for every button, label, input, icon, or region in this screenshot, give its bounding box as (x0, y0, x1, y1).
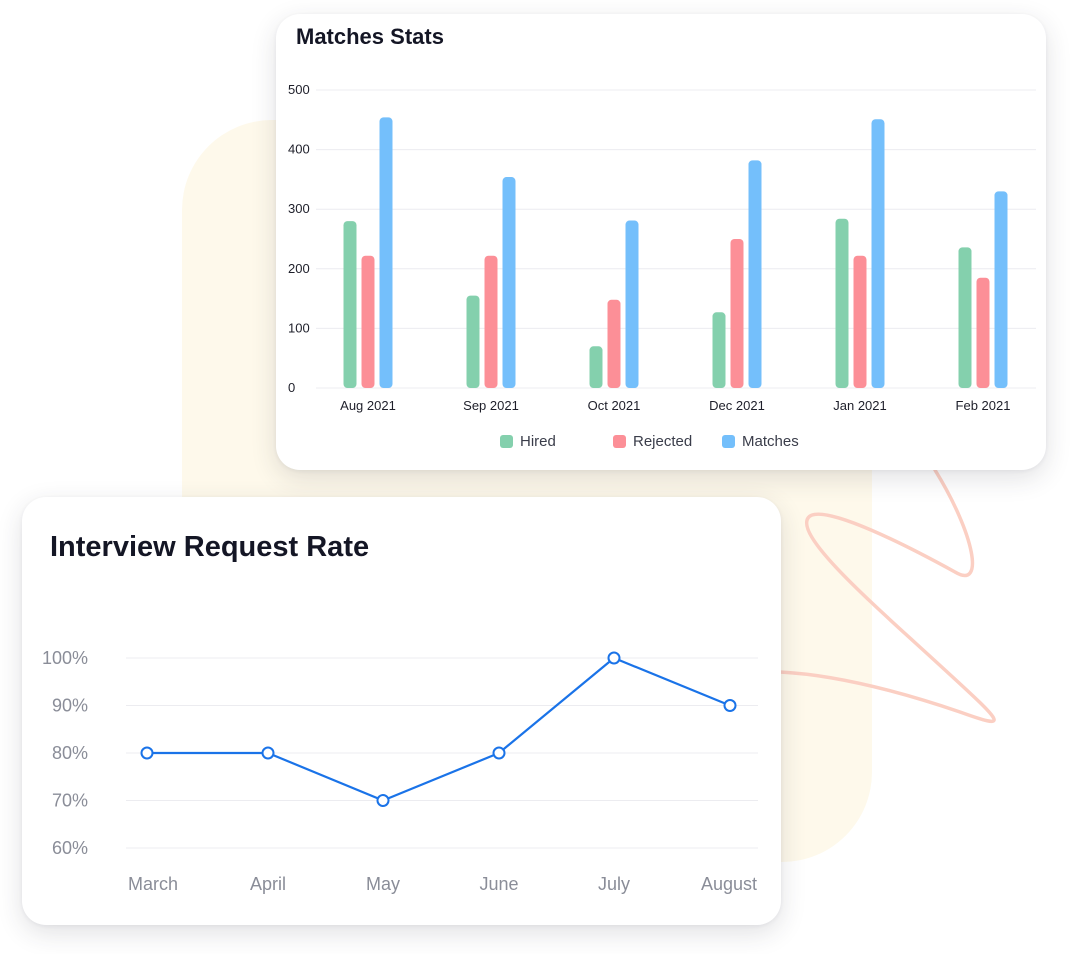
bar-rejected (484, 255, 498, 388)
bar-hired (835, 218, 849, 388)
x-tick-label: April (250, 874, 286, 894)
data-point (261, 746, 275, 760)
interview-line-chart: 60% 70% 80% 90% 100% March April May June July Au… (42, 648, 758, 894)
bar-hired (466, 295, 480, 388)
x-tick-label: Jan 2021 (833, 398, 887, 413)
data-point (607, 651, 621, 665)
chart-title: Interview Request Rate (50, 531, 370, 563)
y-tick-label: 300 (288, 201, 310, 216)
bar-hired (958, 247, 972, 388)
bar-matches (379, 117, 393, 388)
x-tick-label: Dec 2021 (709, 398, 765, 413)
y-tick-label: 100 (288, 320, 310, 335)
bar-matches (748, 160, 762, 388)
bar-hired (712, 312, 726, 388)
bar-rejected (976, 277, 990, 388)
y-tick-label: 80% (52, 743, 88, 763)
bar-matches (625, 220, 639, 388)
y-tick-label: 0 (288, 380, 295, 395)
decorative-squiggle (778, 468, 996, 724)
data-point (723, 699, 737, 712)
y-tick-label: 100% (42, 648, 88, 668)
bar-rejected (607, 299, 621, 388)
bar-rejected (853, 255, 867, 388)
matches-stats-card: Matches Stats 0 100 200 300 400 500 Aug 2021 S… (276, 14, 1046, 470)
x-tick-label: June (479, 874, 518, 894)
bar-matches (994, 191, 1008, 388)
x-tick-label: Aug 2021 (340, 398, 396, 413)
data-point (492, 746, 506, 760)
x-tick-label: May (366, 874, 400, 894)
interview-request-rate-card: Interview Request Rate 60% 70% 80% 90% 100% … (22, 497, 781, 925)
legend-label-hired: Hired (520, 433, 556, 450)
legend-label-rejected: Rejected (633, 433, 693, 450)
legend-item-hired[interactable]: Hired (500, 433, 556, 450)
bar-rejected (361, 255, 375, 388)
bar-matches (871, 119, 885, 388)
y-tick-label: 200 (288, 261, 310, 276)
x-tick-label: Oct 2021 (588, 398, 641, 413)
series-line (147, 656, 731, 802)
x-tick-label: August (701, 874, 757, 894)
matches-bar-chart: 0 100 200 300 400 500 Aug 2021 Sep 2021 Oct 202… (288, 82, 1036, 413)
bar-rejected (730, 239, 744, 388)
bar-hired (589, 346, 603, 388)
x-tick-label: Sep 2021 (463, 398, 519, 413)
legend-swatch-matches (722, 435, 735, 448)
y-tick-label: 90% (52, 696, 88, 716)
legend-item-matches[interactable]: Matches (722, 433, 799, 450)
legend-swatch-hired (500, 435, 513, 448)
y-tick-label: 500 (288, 82, 310, 97)
chart-title: Matches Stats (296, 24, 444, 49)
data-point (140, 746, 154, 760)
x-tick-label: July (598, 874, 630, 894)
legend-swatch-rejected (613, 435, 626, 448)
data-point (376, 794, 390, 807)
x-tick-label: Feb 2021 (956, 398, 1011, 413)
bar-matches (502, 177, 516, 388)
y-tick-label: 60% (52, 838, 88, 858)
legend-item-rejected[interactable]: Rejected (613, 433, 692, 450)
x-tick-label: March (128, 874, 178, 894)
y-tick-label: 400 (288, 142, 310, 157)
y-tick-label: 70% (52, 791, 88, 811)
legend-label-matches: Matches (742, 433, 799, 450)
bar-hired (343, 221, 357, 388)
